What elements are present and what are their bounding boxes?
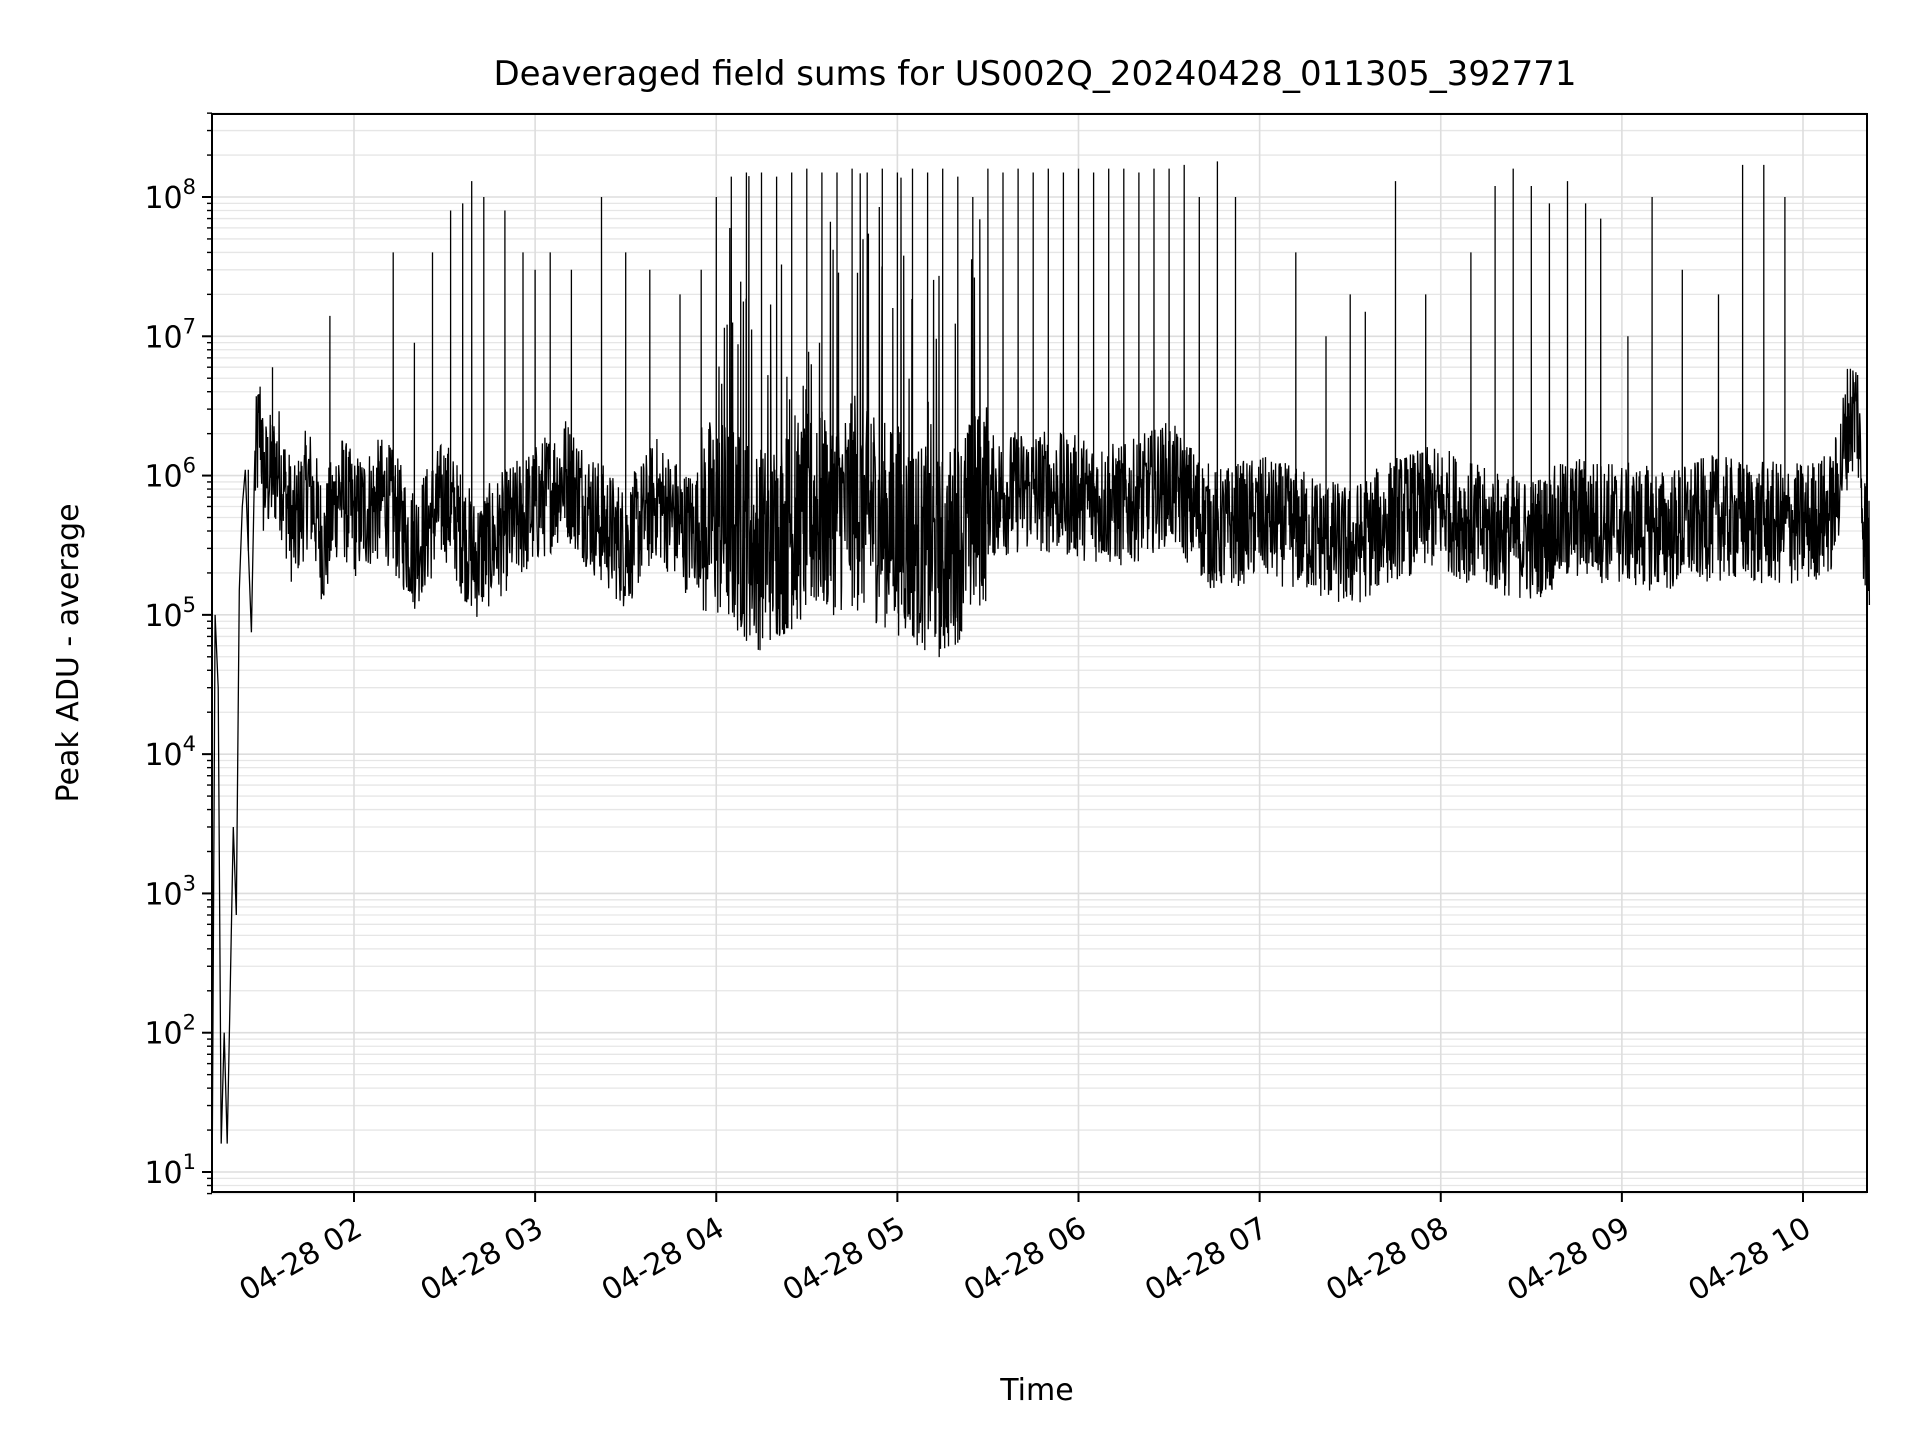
- y-tick-base: 10: [144, 181, 182, 216]
- y-tick-label: 102: [144, 1011, 196, 1052]
- y-tick-label: 106: [144, 454, 196, 495]
- x-tick-label: 04-28 08: [1320, 1211, 1454, 1309]
- y-tick-base: 10: [144, 460, 182, 495]
- y-tick-label: 103: [144, 871, 196, 912]
- y-tick-label: 104: [144, 732, 196, 773]
- plot-frame: [211, 113, 1868, 1193]
- y-tick-exponent: 5: [183, 593, 196, 617]
- x-tick-label: 04-28 10: [1683, 1211, 1817, 1309]
- y-tick-exponent: 8: [183, 175, 196, 199]
- grid: [212, 112, 1867, 1195]
- x-tick-label: 04-28 04: [596, 1211, 730, 1309]
- y-tick-label: 105: [144, 593, 196, 634]
- y-tick-exponent: 4: [183, 732, 196, 756]
- y-tick-exponent: 3: [183, 871, 196, 895]
- y-tick-base: 10: [144, 738, 182, 773]
- y-tick-exponent: 6: [183, 454, 196, 478]
- series-line: [211, 161, 1871, 1186]
- y-tick-base: 10: [144, 1017, 182, 1052]
- y-tick-base: 10: [144, 320, 182, 355]
- x-tick-label: 04-28 05: [777, 1211, 911, 1309]
- x-tick-label: 04-28 06: [958, 1211, 1092, 1309]
- x-tick-label: 04-28 03: [415, 1211, 549, 1309]
- y-tick-label: 107: [144, 314, 196, 355]
- y-tick-label: 101: [144, 1150, 196, 1191]
- series-layer: [211, 161, 1871, 1186]
- x-axis-label: Time: [999, 1373, 1073, 1408]
- y-tick-exponent: 2: [183, 1011, 196, 1035]
- x-tick-label: 04-28 09: [1502, 1211, 1636, 1309]
- y-tick-label: 108: [144, 175, 196, 216]
- x-tick-label: 04-28 07: [1139, 1211, 1273, 1309]
- y-tick-base: 10: [144, 599, 182, 634]
- x-axis: 04-28 02 04-28 03 04-28 04 04-28 05 04-28 06…: [234, 1192, 1817, 1308]
- y-tick-exponent: 1: [183, 1150, 196, 1174]
- y-axis-label: Peak ADU - average: [51, 503, 86, 802]
- y-tick-base: 10: [144, 877, 182, 912]
- y-tick-base: 10: [144, 1156, 182, 1191]
- x-tick-label: 04-28 02: [234, 1211, 368, 1309]
- y-tick-exponent: 7: [183, 314, 196, 338]
- chart-title: Deaveraged field sums for US002Q_2024042…: [493, 54, 1576, 94]
